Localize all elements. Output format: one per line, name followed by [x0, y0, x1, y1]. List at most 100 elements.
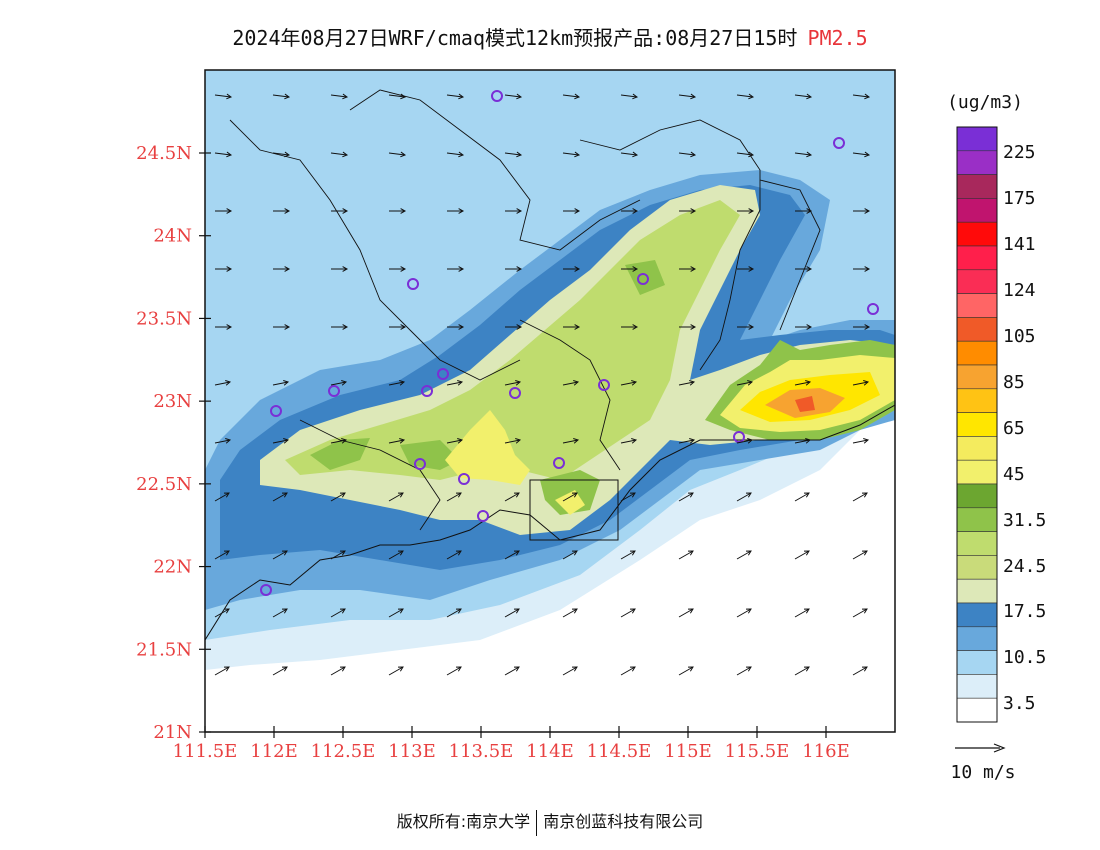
wind-arrowhead [690, 151, 697, 158]
wind-arrowhead [284, 324, 291, 330]
wind-arrowhead [689, 438, 696, 444]
wind-arrow [330, 492, 346, 502]
map-title: 2024年08月27日WRF/cmaq模式12km预报产品:08月27日15时 P… [0, 22, 1100, 51]
legend-swatch [956, 507, 998, 532]
wind-arrow [562, 439, 579, 444]
wind-arrowhead [745, 550, 752, 556]
wind-arrowhead [745, 666, 752, 672]
wind-arrow [852, 492, 868, 502]
wind-arrow [388, 492, 404, 502]
wind-arrowhead [455, 492, 462, 498]
wind-arrow [794, 439, 811, 444]
wind-arrow [446, 550, 462, 560]
wind-arrow [272, 550, 288, 560]
wind-arrow [562, 550, 578, 560]
legend-swatch [956, 269, 998, 294]
wind-arrowhead [574, 208, 581, 214]
lon-tick-label: 115E [664, 741, 712, 762]
wind-arrowhead [342, 324, 349, 330]
wind-arrow [272, 381, 289, 386]
wind-arrowhead [457, 380, 464, 386]
wind-arrowhead [806, 208, 813, 214]
legend-label: 45 [1003, 464, 1025, 485]
wind-arrowhead [748, 266, 755, 272]
wind-arrowhead [341, 380, 348, 386]
lon-tick-label: 114.5E [587, 741, 652, 762]
wind-arrowhead [283, 438, 290, 444]
boundary-5 [299, 419, 441, 531]
wind-arrow [272, 492, 288, 502]
wind-arrow [504, 94, 522, 98]
wind-arrow [794, 152, 812, 156]
wind-arrowhead [458, 151, 465, 158]
wind-arrow [794, 492, 810, 502]
wind-arrowhead [225, 380, 232, 386]
legend-swatch [956, 602, 998, 628]
lat-tick-label: 24.5N [136, 143, 192, 164]
legend-label: 31.5 [1003, 510, 1046, 531]
wind-arrow [504, 492, 520, 502]
wind-arrowhead [806, 266, 813, 272]
wind-arrow [562, 608, 578, 618]
wind-arrowhead [687, 550, 694, 556]
wind-arrowhead [281, 666, 288, 672]
wind-arrowhead [573, 438, 580, 444]
wind-arrow [214, 439, 231, 444]
wind-arrowhead [339, 550, 346, 556]
wind-arrow [388, 94, 406, 98]
lat-tick-label: 23N [153, 391, 192, 412]
wind-arrowhead [400, 93, 407, 100]
wind-arrowhead [690, 93, 697, 100]
wind-arrow [852, 608, 868, 618]
wind-arrow [562, 492, 578, 502]
wind-arrow [272, 608, 288, 618]
wind-arrowhead [342, 151, 349, 158]
lat-tick-label: 24N [153, 226, 192, 247]
wind-arrowhead [748, 151, 755, 158]
wind-arrow [388, 152, 406, 156]
station-marker [260, 584, 272, 596]
wind-arrowhead [632, 266, 639, 272]
station-marker [598, 379, 610, 391]
wind-arrow [794, 381, 811, 386]
wind-arrowhead [690, 266, 697, 272]
legend-label: 105 [1003, 326, 1036, 347]
wind-scale-arrowhead [993, 743, 1006, 753]
wind-arrowhead [400, 324, 407, 330]
wind-arrowhead [341, 438, 348, 444]
wind-arrow [330, 608, 346, 618]
wind-arrow [620, 152, 638, 156]
lon-tick-label: 111.5E [173, 741, 238, 762]
wind-arrow [794, 666, 810, 676]
legend-swatch [956, 364, 998, 390]
wind-arrowhead [687, 666, 694, 672]
wind-arrow [852, 550, 868, 560]
wind-arrow [852, 152, 870, 156]
wind-arrow [736, 94, 754, 98]
boundary-4 [519, 319, 621, 471]
wind-arrow [794, 94, 812, 98]
wind-arrowhead [226, 208, 233, 214]
legend-label: 225 [1003, 142, 1036, 163]
station-marker [414, 458, 426, 470]
legend-label: 65 [1003, 418, 1025, 439]
wind-arrowhead [571, 550, 578, 556]
wind-arrowhead [632, 151, 639, 158]
wind-arrow [446, 152, 464, 156]
wind-arrowhead [400, 151, 407, 158]
color-legend [956, 126, 998, 723]
yellow-hotspot-south [555, 490, 585, 515]
legend-swatch [956, 150, 998, 175]
wind-arrow [446, 666, 462, 676]
wind-arrowhead [864, 324, 871, 330]
lat-tick-label: 23.5N [136, 308, 192, 329]
wind-arrow [446, 94, 464, 98]
legend-swatch [956, 483, 998, 509]
band-31-5 [285, 200, 740, 480]
lon-tick-label: 115.5E [725, 741, 790, 762]
legend-label: 3.5 [1003, 693, 1036, 714]
wind-arrow [388, 608, 404, 618]
wind-arrowhead [574, 266, 581, 272]
wind-arrowhead [342, 266, 349, 272]
